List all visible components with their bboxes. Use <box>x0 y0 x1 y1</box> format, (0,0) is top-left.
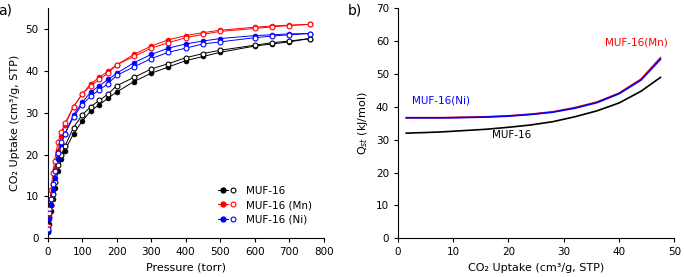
Y-axis label: CO₂ Uptake (cm³/g, STP): CO₂ Uptake (cm³/g, STP) <box>10 55 20 191</box>
Text: MUF-16(Ni): MUF-16(Ni) <box>412 95 470 105</box>
Text: a): a) <box>0 4 12 18</box>
Text: MUF-16: MUF-16 <box>492 130 531 140</box>
Text: b): b) <box>348 4 362 18</box>
X-axis label: CO₂ Uptake (cm³/g, STP): CO₂ Uptake (cm³/g, STP) <box>468 263 604 273</box>
X-axis label: Pressure (torr): Pressure (torr) <box>146 263 226 273</box>
Text: MUF-16(Mn): MUF-16(Mn) <box>605 38 668 48</box>
Y-axis label: Q$_{st}$ (kJ/mol): Q$_{st}$ (kJ/mol) <box>356 91 371 155</box>
Legend: MUF-16, MUF-16 (Mn), MUF-16 (Ni): MUF-16, MUF-16 (Mn), MUF-16 (Ni) <box>214 182 316 229</box>
